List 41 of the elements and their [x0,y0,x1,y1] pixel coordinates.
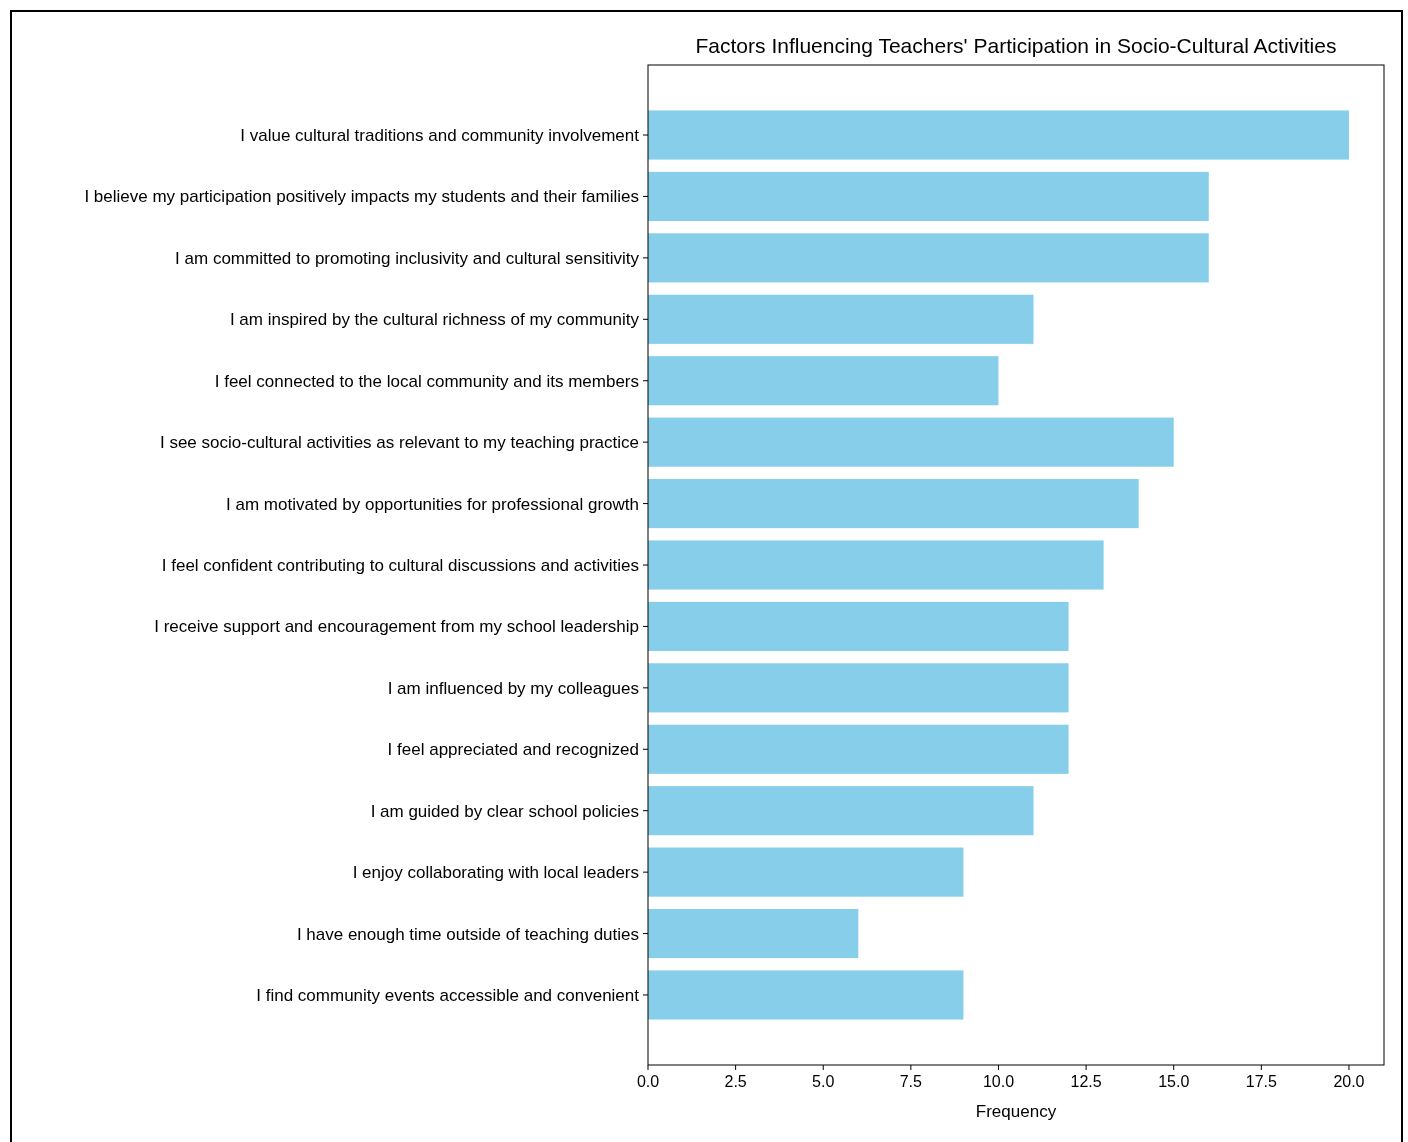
y-tick-label: I feel confident contributing to cultural discussions and activities [161,555,639,575]
bar [648,417,1174,467]
bar [648,908,859,959]
y-tick-label: I find community events accessible and convenient [256,985,640,1005]
y-tick-label: I enjoy collaborating with local leaders [352,863,639,883]
x-tick-label: 20.0 [1333,1073,1365,1090]
bar [648,601,1069,651]
bar [648,847,964,897]
chart-title: Factors Influencing Teachers' Participation in Socio-Cultural Activities [695,34,1337,57]
y-tick-label: I see socio-cultural activities as relevant to my teaching practice [159,433,639,453]
bar [648,110,1349,160]
y-tick-label: I am motivated by opportunities for professional growth [226,494,639,514]
bar [648,294,1034,344]
x-tick-label: 12.5 [1070,1073,1102,1090]
x-axis-title: Frequency [975,1102,1057,1121]
bar [648,233,1209,283]
bar [648,356,999,406]
y-tick-label: I am inspired by the cultural richness of my community [229,310,640,330]
x-tick-label: 5.0 [812,1073,835,1090]
x-tick-label: 15.0 [1158,1073,1190,1090]
y-tick-label: I feel connected to the local community and its members [214,371,639,391]
y-tick-label: I believe my participation positively impacts my students and their families [84,187,639,207]
y-tick-label: I receive support and encouragement from my school leadership [154,617,639,637]
bar [648,540,1104,590]
y-tick-label: I have enough time outside of teaching duties [296,924,639,944]
bar [648,786,1034,836]
y-tick-label: I am influenced by my colleagues [387,678,639,698]
bar [648,724,1069,774]
bar [648,171,1209,222]
x-tick-label: 7.5 [899,1073,923,1090]
bar [648,970,964,1020]
y-tick-label: I feel appreciated and recognized [387,740,639,760]
x-tick-label: 17.5 [1245,1073,1278,1090]
y-tick-label: I value cultural traditions and community involvement [240,125,640,145]
bar [648,479,1139,529]
bar [648,663,1069,713]
y-tick-label: I am committed to promoting inclusivity and cultural sensitivity [175,248,640,268]
x-tick-label: 0.0 [636,1073,660,1090]
x-tick-label: 2.5 [724,1073,747,1090]
x-tick-label: 10.0 [982,1073,1015,1090]
y-tick-label: I am guided by clear school policies [370,801,639,821]
